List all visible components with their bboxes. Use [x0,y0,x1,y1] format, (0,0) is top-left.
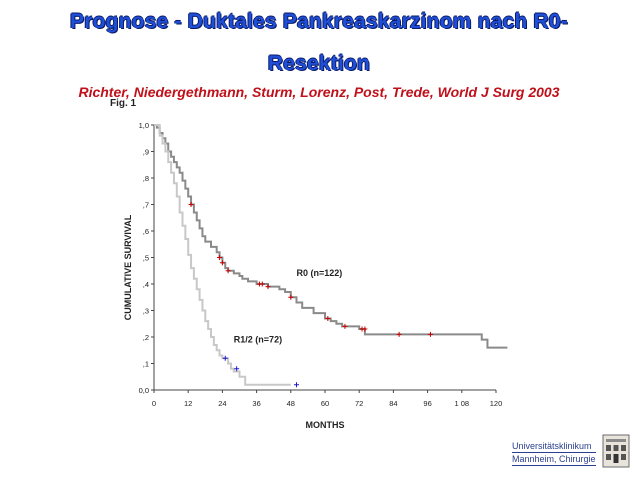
y-tick-label: ,9 [143,148,149,157]
x-tick-label: 60 [321,399,329,408]
figure-label: Fig. 1 [110,98,137,109]
y-tick-label: ,5 [143,254,149,263]
r0-censor-mark [188,202,194,207]
r0-censor-mark [427,331,433,337]
y-tick-label: ,2 [143,333,149,342]
r1-2-censor-mark [234,366,240,372]
r0-censor-mark [362,326,368,332]
r0-censor-mark [288,294,294,300]
slide-title-line-2: Resektion [267,52,371,75]
r1-2-censor-mark [294,382,299,388]
x-tick-label: 72 [355,399,363,408]
r0-censor-mark [325,315,331,321]
r0-censor-mark [396,331,402,337]
r0-censor-mark [342,323,348,329]
logo-divider-top [512,452,596,453]
y-tick-label: 0,0 [139,386,149,395]
logo-divider-bottom [512,465,596,466]
x-tick-label: 96 [423,399,431,408]
x-tick-label: 48 [287,399,295,408]
r0-censor-mark [225,268,231,274]
y-tick-label: ,6 [143,227,149,236]
y-axis-label: CUMULATIVE SURVIVAL [123,214,133,320]
y-tick-label: ,1 [143,360,149,369]
r0-survival-line [154,124,508,349]
r1-2-censor-mark [222,355,228,361]
r1-2-survival-line [154,124,291,386]
x-axis-label: MONTHS [306,420,345,430]
logo-line-2: Mannheim, Chirurgie [512,454,596,464]
building-icon [602,434,630,468]
r1-2-series-label: R1/2 (n=72) [234,334,282,344]
y-tick-label: ,7 [143,201,149,210]
r0-censor-mark [265,284,271,290]
x-tick-label: 120 [490,399,503,408]
slide-subtitle: Richter, Niedergethmann, Sturm, Lorenz, … [78,84,560,100]
x-tick-label: 12 [184,399,192,408]
logo-line-1: Universitätsklinikum [512,441,592,451]
r0-censor-mark [219,260,225,266]
x-tick-label: 0 [152,399,156,408]
r0-series-label: R0 (n=122) [297,268,343,278]
x-tick-label: 84 [389,399,397,408]
slide-title-line-1: Prognose - Duktales Pankreaskarzinom nac… [70,10,568,33]
r0-censor-mark [217,255,223,260]
r0-censor-mark [259,281,265,287]
y-tick-label: ,8 [143,174,149,183]
x-tick-label: 1 08 [454,399,469,408]
x-tick-label: 36 [252,399,260,408]
institution-logo: Universitätsklinikum Mannheim, Chirurgie [512,434,630,468]
y-tick-label: 1,0 [139,121,149,130]
y-tick-label: ,3 [143,307,149,316]
x-tick-label: 24 [218,399,226,408]
y-tick-label: ,4 [143,280,149,289]
